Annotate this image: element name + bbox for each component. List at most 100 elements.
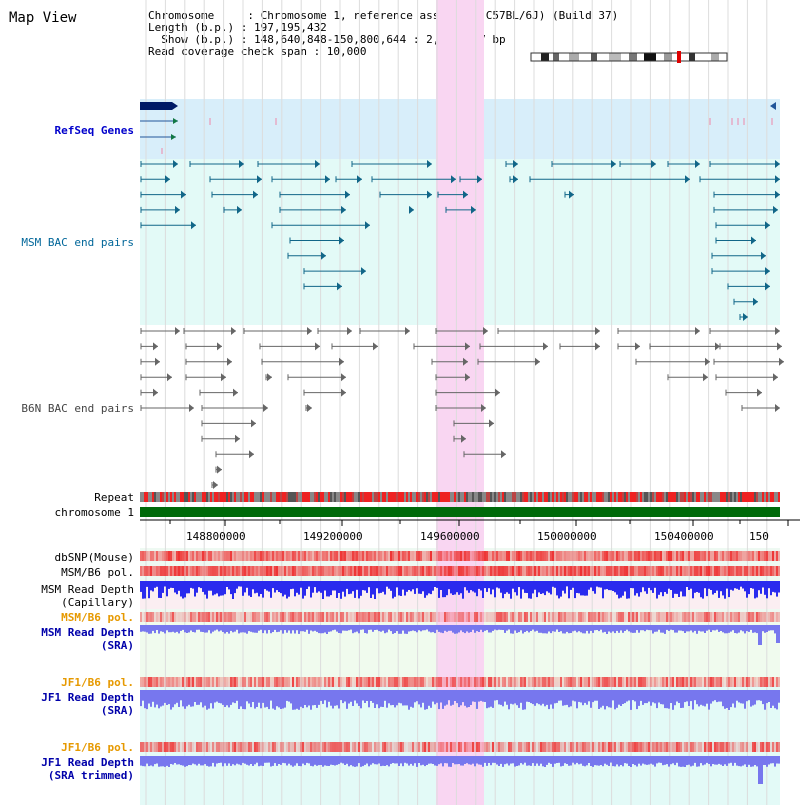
polymorphism-cell [662, 742, 664, 752]
read-depth-bar [662, 625, 664, 633]
read-depth-bar [148, 756, 150, 767]
read-depth-bar [634, 581, 636, 596]
read-depth-bar [770, 581, 772, 596]
read-depth-bar [206, 581, 208, 599]
polymorphism-cell [300, 677, 302, 687]
read-depth-bar [268, 581, 270, 592]
polymorphism-cell [708, 742, 710, 752]
polymorphism-cell [366, 551, 368, 561]
polymorphism-cell [524, 742, 526, 752]
read-depth-bar [328, 690, 330, 702]
polymorphism-cell [442, 566, 444, 576]
read-depth-bar [254, 581, 256, 594]
repeat-block [184, 492, 186, 502]
read-depth-bar [612, 625, 614, 632]
polymorphism-cell [292, 566, 294, 576]
read-depth-bar [210, 690, 212, 704]
read-depth-bar [150, 690, 152, 707]
read-depth-bar [560, 625, 562, 632]
b6n-bac-end-arrow [373, 342, 378, 351]
read-depth-bar [590, 756, 592, 766]
read-depth-bar [226, 581, 228, 587]
read-depth-bar [744, 690, 746, 709]
polymorphism-cell [734, 612, 736, 622]
polymorphism-cell [742, 612, 744, 622]
polymorphism-cell [162, 566, 164, 576]
polymorphism-cell [460, 742, 462, 752]
polymorphism-cell [454, 566, 456, 576]
polymorphism-cell [372, 677, 374, 687]
read-depth-bar [584, 625, 586, 634]
repeat-block [736, 492, 738, 502]
read-depth-bar [494, 690, 496, 701]
repeat-block [672, 492, 674, 502]
polymorphism-cell [424, 742, 426, 752]
read-depth-bar [418, 625, 420, 631]
polymorphism-cell [494, 566, 496, 576]
polymorphism-cell [212, 551, 214, 561]
read-depth-bar [258, 625, 260, 631]
read-depth-bar [572, 581, 574, 588]
polymorphism-cell [520, 677, 522, 687]
read-depth-bar [140, 625, 142, 632]
polymorphism-cell [636, 677, 638, 687]
polymorphism-cell [444, 612, 446, 622]
repeat-block [664, 492, 666, 502]
chromosome-ideogram[interactable] [529, 51, 729, 63]
read-depth-bar [570, 581, 572, 590]
read-depth-bar [284, 581, 286, 595]
msm-bac-end-arrow [761, 251, 766, 260]
read-depth-bar [726, 625, 728, 634]
read-depth-bar [564, 756, 566, 764]
polymorphism-cell [170, 742, 172, 752]
read-depth-bar [204, 581, 206, 595]
read-depth-bar [464, 581, 466, 588]
read-depth-bar [772, 581, 774, 592]
polymorphism-cell [482, 566, 484, 576]
polymorphism-cell [284, 566, 286, 576]
read-depth-bar [598, 690, 600, 709]
repeat-block [562, 492, 564, 502]
read-depth-bar [394, 690, 396, 708]
read-depth-bar [178, 581, 180, 591]
b6n-bac-end-arrow [463, 357, 468, 366]
polymorphism-cell [142, 742, 144, 752]
polymorphism-cell [230, 677, 232, 687]
polymorphism-cell [610, 612, 612, 622]
read-depth-bar [182, 581, 184, 599]
polymorphism-cell [168, 742, 170, 752]
polymorphism-cell [446, 551, 448, 561]
read-depth-bar [166, 625, 168, 631]
read-depth-bar [338, 625, 340, 633]
polymorphism-cell [532, 566, 534, 576]
polymorphism-cell [580, 612, 582, 622]
repeat-block [740, 492, 742, 502]
read-depth-bar [300, 690, 302, 707]
read-depth-bar [702, 756, 704, 766]
polymorphism-cell [334, 742, 336, 752]
polymorphism-cell [230, 551, 232, 561]
polymorphism-cell [460, 566, 462, 576]
polymorphism-cell [750, 566, 752, 576]
read-depth-bar [706, 581, 708, 597]
read-depth-bar [184, 625, 186, 633]
polymorphism-cell [358, 612, 360, 622]
polymorphism-cell [410, 677, 412, 687]
polymorphism-cell [166, 677, 168, 687]
polymorphism-cell [540, 551, 542, 561]
read-depth-bar [430, 690, 432, 708]
read-depth-bar [424, 690, 426, 710]
repeat-block [558, 492, 560, 502]
read-depth-bar [400, 625, 402, 634]
read-depth-bar [346, 690, 348, 709]
repeat-block [472, 492, 474, 502]
read-depth-bar [654, 756, 656, 767]
polymorphism-cell [454, 677, 456, 687]
polymorphism-cell [504, 612, 506, 622]
polymorphism-cell [140, 612, 142, 622]
read-depth-bar [528, 690, 530, 702]
polymorphism-cell [330, 742, 332, 752]
polymorphism-cell [430, 566, 432, 576]
polymorphism-cell [726, 612, 728, 622]
